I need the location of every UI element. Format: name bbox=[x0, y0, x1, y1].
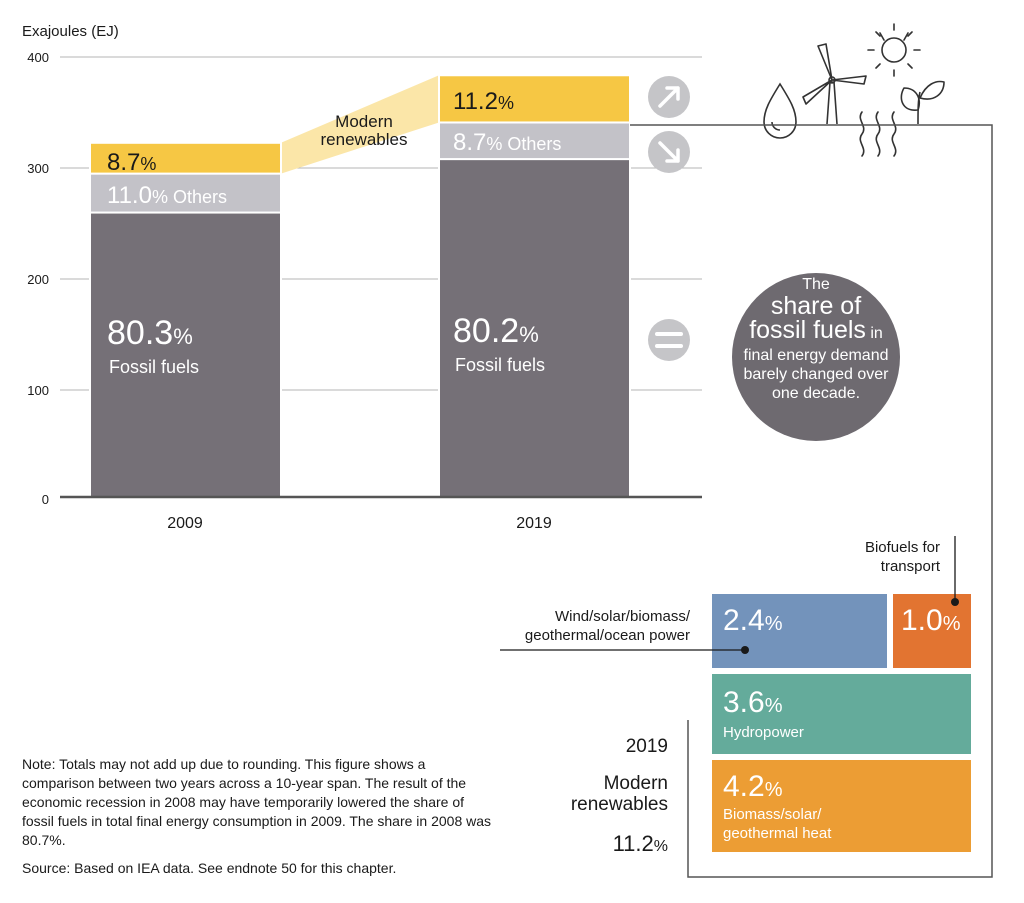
box-biofuels bbox=[893, 594, 971, 668]
bar-2009-others bbox=[89, 172, 282, 214]
circle-message: The share of fossil fuels in final energ… bbox=[724, 275, 908, 403]
callout-dot-biofuels bbox=[951, 598, 959, 606]
label-2009-others: 11.0% Others bbox=[107, 182, 227, 209]
breakdown-year: 2019 bbox=[626, 736, 668, 757]
bar-2009-modern-renewables bbox=[89, 141, 282, 175]
pct-hydropower: 3.6% bbox=[723, 686, 783, 719]
label-biomass-heat-1: Biomass/solar/ bbox=[723, 806, 822, 823]
y-tick-0: 0 bbox=[42, 492, 49, 507]
plant-leaves-icon bbox=[900, 80, 945, 125]
wind-turbine-icon bbox=[802, 43, 867, 125]
label-2019-others: 8.7% Others bbox=[453, 129, 561, 156]
band-label-line1: Modern bbox=[335, 112, 393, 131]
label-hydropower: Hydropower bbox=[723, 724, 804, 741]
chart-note: Note: Totals may not add up due to round… bbox=[22, 756, 492, 848]
circle-line1: The bbox=[802, 276, 830, 293]
circle-line6: one decade. bbox=[771, 385, 861, 402]
y-tick-400: 400 bbox=[27, 50, 49, 65]
box-hydropower bbox=[712, 674, 971, 754]
sun-icon bbox=[867, 23, 921, 77]
label-wind-solar-2: geothermal/ocean power bbox=[525, 627, 690, 644]
y-tick-300: 300 bbox=[27, 161, 49, 176]
pct-biofuels: 1.0% bbox=[901, 604, 961, 637]
x-tick-2019: 2019 bbox=[516, 515, 552, 532]
circle-line2: share of bbox=[770, 292, 862, 320]
bar-2019-fossil-fuels bbox=[438, 158, 631, 499]
pct-wind-solar: 2.4% bbox=[723, 604, 783, 637]
label-biomass-heat-2: geothermal heat bbox=[723, 825, 832, 842]
circle-line4: final energy demand bbox=[743, 347, 889, 364]
label-biofuels-1: Biofuels for bbox=[865, 539, 940, 556]
label-wind-solar-1: Wind/solar/biomass/ bbox=[555, 608, 691, 625]
arrow-up-right-icon bbox=[648, 76, 690, 118]
y-tick-100: 100 bbox=[27, 383, 49, 398]
water-drop-icon bbox=[763, 82, 797, 139]
label-biofuels-2: transport bbox=[881, 558, 941, 575]
circle-line5: barely changed over bbox=[743, 366, 889, 383]
bar-2009-fossil-fuels bbox=[89, 211, 282, 498]
heat-waves-icon bbox=[859, 111, 897, 157]
pct-biomass-heat: 4.2% bbox=[723, 770, 783, 803]
box-biomass-heat bbox=[712, 760, 971, 852]
label-2019-fossil-pct: 80.2% bbox=[453, 312, 539, 350]
circle-line3: fossil fuels in bbox=[749, 316, 883, 344]
callout-dot-wind bbox=[741, 646, 749, 654]
breakdown-connector bbox=[630, 124, 993, 878]
bar-2019-modern-renewables bbox=[438, 74, 631, 124]
breakdown-total: 11.2% bbox=[613, 831, 668, 856]
label-2019-fossil-name: Fossil fuels bbox=[455, 355, 545, 375]
label-2009-fossil-pct: 80.3% bbox=[107, 314, 193, 352]
box-wind-solar bbox=[712, 594, 887, 668]
chart-source: Source: Based on IEA data. See endnote 5… bbox=[22, 860, 397, 876]
x-tick-2009: 2009 bbox=[167, 515, 203, 532]
band-label-line2: renewables bbox=[321, 130, 408, 149]
bar-2019-others bbox=[438, 121, 631, 161]
breakdown-title-2: renewables bbox=[571, 794, 668, 815]
fossil-share-circle bbox=[732, 273, 900, 441]
modern-renewables-band bbox=[281, 75, 439, 174]
label-2009-renewables: 8.7% bbox=[107, 149, 156, 176]
arrow-down-right-icon bbox=[648, 131, 690, 173]
y-axis-title: Exajoules (EJ) bbox=[22, 23, 119, 40]
equals-icon bbox=[648, 319, 690, 361]
label-2009-fossil-name: Fossil fuels bbox=[109, 357, 199, 377]
breakdown-title-1: Modern bbox=[604, 773, 668, 794]
label-2019-renewables: 11.2% bbox=[453, 88, 514, 115]
y-tick-200: 200 bbox=[27, 272, 49, 287]
